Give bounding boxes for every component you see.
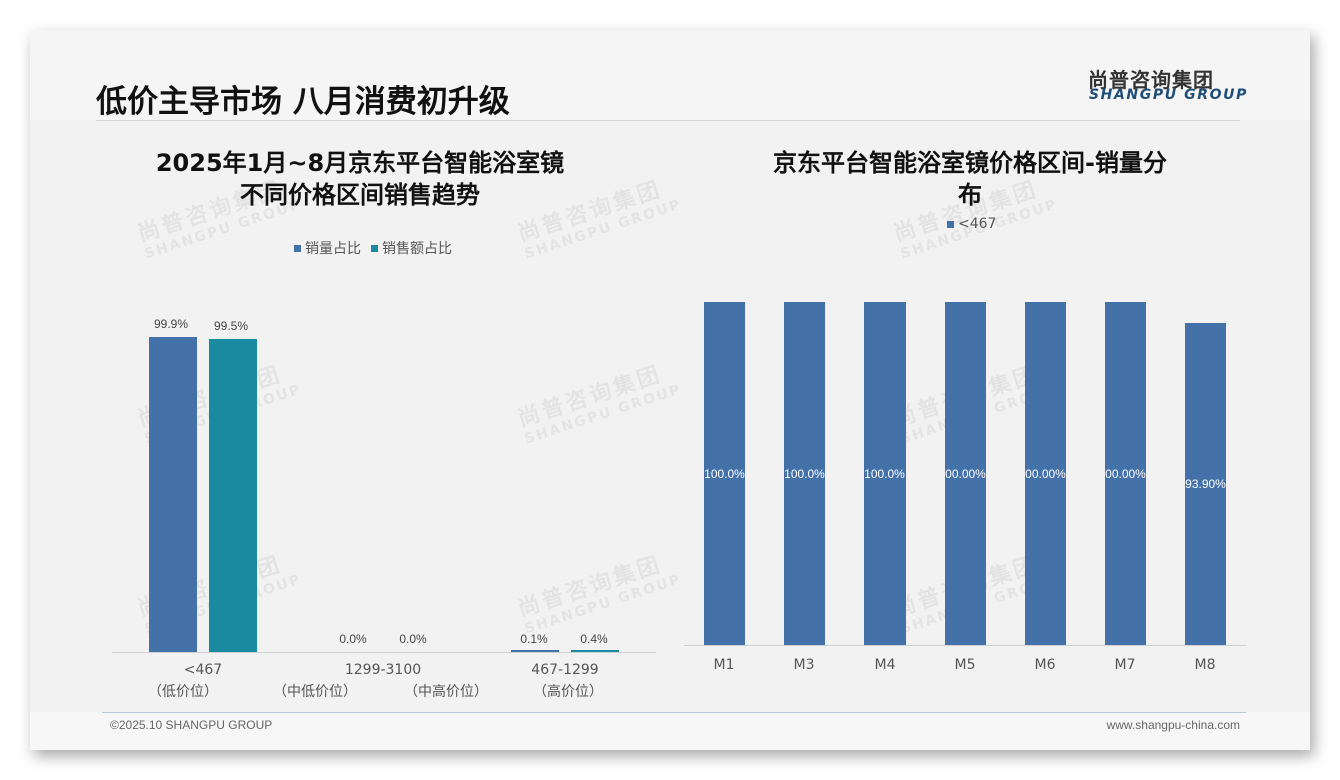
legend-swatch-icon — [294, 244, 301, 252]
bar-label: 00.00% — [945, 467, 986, 481]
x-label-month: M3 — [793, 657, 815, 673]
bar-high-volume — [511, 650, 559, 652]
x-label-range: 1299-3100 — [344, 662, 422, 678]
logo-cn: 尚普咨询集团 — [1088, 68, 1214, 92]
right-chart-title-line1: 京东平台智能浴室镜价格区间-销量分 — [773, 149, 1167, 177]
left-x-axis — [112, 652, 656, 653]
x-label-range: <467 — [183, 662, 223, 678]
x-label-month: M1 — [713, 657, 735, 673]
data-label: 0.0% — [339, 632, 367, 646]
x-label-month: M4 — [874, 657, 896, 673]
bar-label: 93.90% — [1185, 477, 1226, 491]
bar-high-revenue — [571, 650, 619, 652]
bar-label: 100.0% — [704, 467, 745, 481]
x-label-range: 467-1299 — [531, 662, 599, 678]
bar-m6 — [1025, 302, 1066, 646]
x-label-month: M6 — [1034, 657, 1056, 673]
footer-divider — [102, 712, 1246, 713]
data-label: 0.1% — [520, 632, 548, 646]
data-label: 99.5% — [213, 319, 249, 333]
left-chart-title-line1: 2025年1月~8月京东平台智能浴室镜 — [155, 149, 565, 177]
left-chart-legend: 销量占比 销售额占比 — [294, 238, 452, 258]
bar-low-volume — [149, 337, 197, 652]
x-label-tier: （低价位） — [148, 684, 218, 700]
x-label-month: M5 — [954, 657, 976, 673]
legend-item-revenue: 销售额占比 — [371, 238, 452, 258]
right-chart-title-line2: 布 — [958, 181, 982, 209]
legend-swatch-icon — [947, 220, 954, 228]
bar-low-revenue — [209, 339, 257, 652]
bar-label: 00.00% — [1105, 467, 1146, 481]
x-label-month: M8 — [1194, 657, 1216, 673]
x-label-month: M7 — [1114, 657, 1136, 673]
legend-item-lt467: <467 — [947, 216, 996, 232]
bar-m8 — [1185, 323, 1226, 646]
footer-website-link[interactable]: www.shangpu-china.com — [1106, 718, 1240, 732]
bar-m4 — [864, 302, 906, 646]
x-label-tier: （高价位） — [533, 684, 603, 700]
data-label: 0.4% — [580, 632, 608, 646]
right-chart-legend: <467 — [947, 216, 996, 232]
footer-copyright: ©2025.10 SHANGPU GROUP — [110, 718, 273, 732]
bar-m1 — [704, 302, 745, 646]
footer-band — [30, 712, 1310, 750]
bar-label: 100.0% — [784, 467, 825, 481]
page-title: 低价主导市场 八月消费初升级 — [96, 84, 510, 120]
bar-label: 00.00% — [1025, 467, 1066, 481]
left-chart-title-line2: 不同价格区间销售趋势 — [240, 181, 480, 209]
right-chart-title: 京东平台智能浴室镜价格区间-销量分 布 — [730, 147, 1210, 211]
bar-m3 — [784, 302, 825, 646]
data-label: 0.0% — [399, 632, 427, 646]
bar-m7 — [1105, 302, 1146, 646]
legend-item-volume: 销量占比 — [294, 238, 361, 258]
right-x-axis — [684, 645, 1246, 646]
left-chart-title: 2025年1月~8月京东平台智能浴室镜 不同价格区间销售趋势 — [110, 147, 610, 211]
logo-en: SHANGPU GROUP — [1089, 87, 1248, 103]
bar-label: 100.0% — [864, 467, 905, 481]
slide: 低价主导市场 八月消费初升级 尚普咨询集团 SHANGPU GROUP 尚普咨询… — [30, 30, 1310, 750]
x-label-tier: （中高价位） — [404, 684, 488, 700]
header-band — [30, 30, 1310, 120]
legend-swatch-icon — [371, 244, 378, 252]
data-label: 99.9% — [153, 317, 189, 331]
x-label-tier: （中低价位） — [273, 684, 357, 700]
header-divider — [96, 120, 1240, 121]
bar-m5 — [945, 302, 986, 646]
